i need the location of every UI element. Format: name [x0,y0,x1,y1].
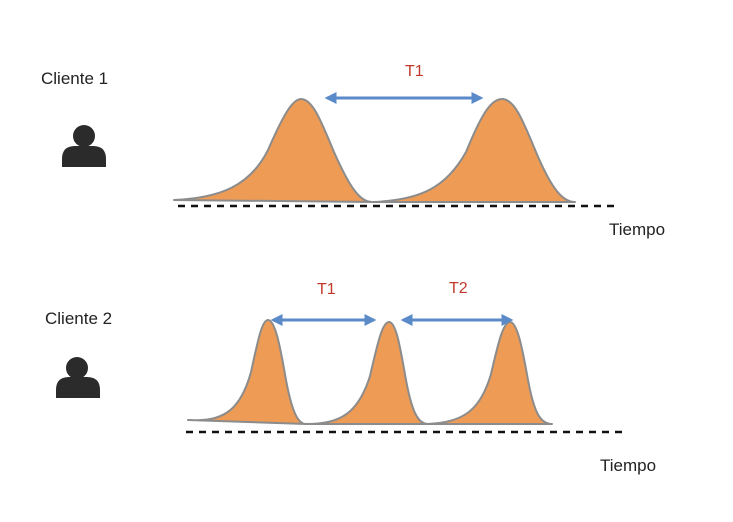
person-icon [62,125,106,167]
interval-label-t1: T1 [405,63,424,80]
purchase-peak [173,98,373,203]
client-1-label: Cliente 1 [41,69,108,88]
person-icon [56,357,100,398]
client-1-panel: Cliente 1 T1 Tiempo [41,63,665,239]
client-2-label: Cliente 2 [45,309,112,328]
purchase-peak [427,321,553,425]
purchase-peak [372,98,576,203]
purchase-peak [305,321,429,425]
interval-label-t1: T1 [317,281,336,298]
time-axis-label: Tiempo [609,220,665,239]
client-2-panel: Cliente 2 T1 T2 Tiempo [45,280,656,475]
purchase-peak [187,319,307,425]
interval-label-t2: T2 [449,280,468,297]
time-axis-label: Tiempo [600,456,656,475]
